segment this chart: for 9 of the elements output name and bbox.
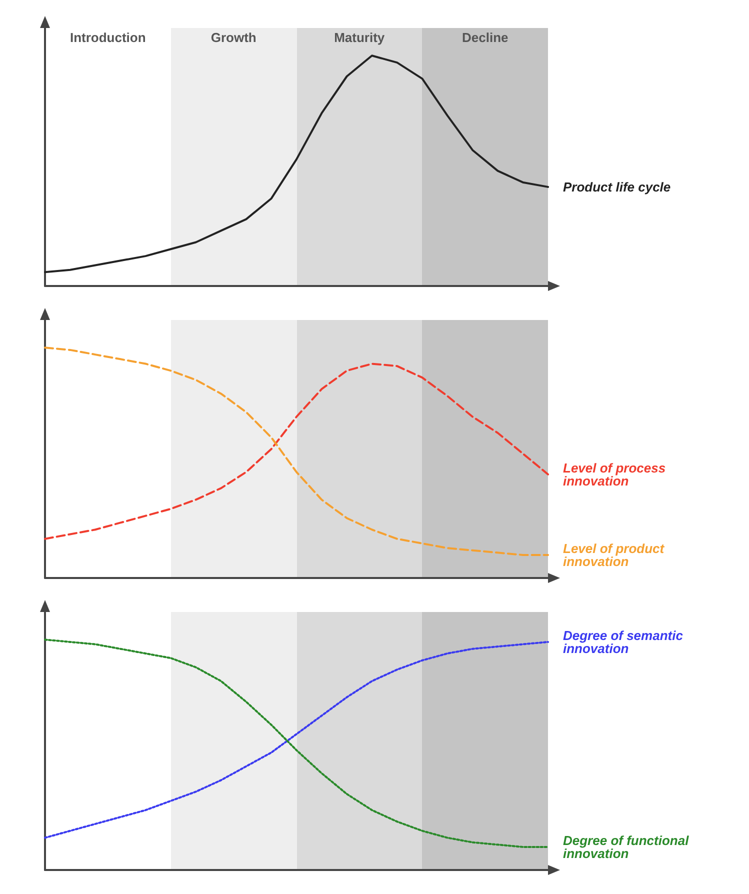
series-label: Level of process innovation (563, 460, 670, 488)
text: Growth (210, 30, 258, 45)
text: Decline (461, 30, 510, 45)
series-label: Degree of semantic innovation (563, 628, 687, 656)
series-label: Product life cycle (563, 179, 671, 194)
series-label: Degree of functional innovation (563, 832, 692, 861)
text: Introduction (68, 30, 147, 45)
series-label: Level of product innovation (563, 540, 668, 569)
text: Maturity (333, 30, 386, 45)
